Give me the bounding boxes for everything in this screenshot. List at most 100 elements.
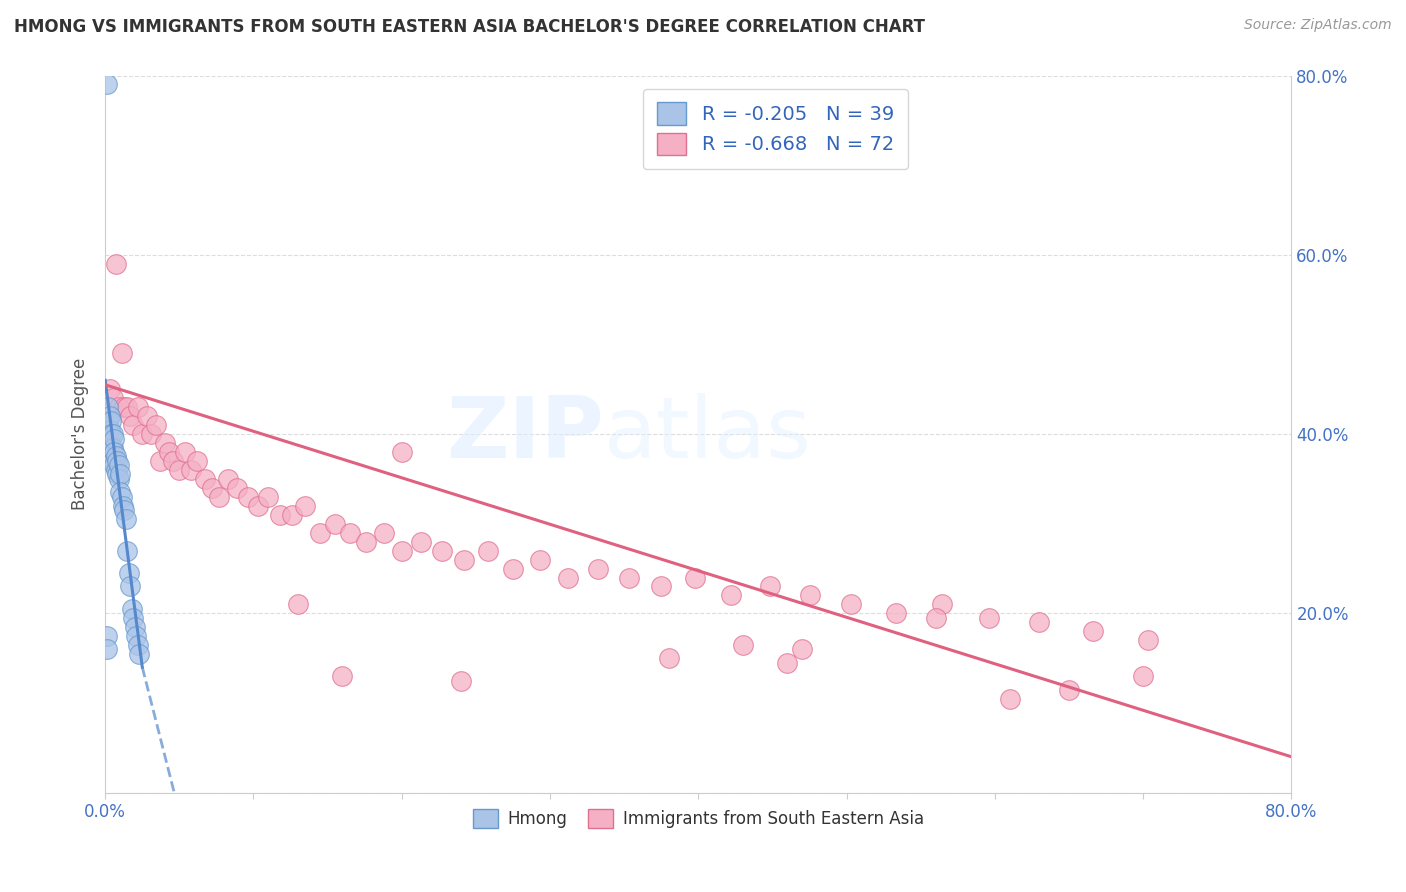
- Point: [193, 472, 215, 486]
- Point: [269, 508, 291, 522]
- Point: [103, 445, 125, 459]
- Point: [685, 570, 707, 584]
- Point: [430, 543, 453, 558]
- Point: [617, 570, 640, 584]
- Point: [103, 458, 125, 473]
- Point: [96, 629, 118, 643]
- Y-axis label: Bachelor's Degree: Bachelor's Degree: [72, 358, 89, 510]
- Point: [453, 552, 475, 566]
- Point: [103, 432, 125, 446]
- Point: [97, 432, 120, 446]
- Text: atlas: atlas: [603, 392, 811, 475]
- Point: [124, 620, 146, 634]
- Point: [332, 669, 354, 683]
- Point: [96, 78, 118, 92]
- Point: [108, 485, 131, 500]
- Point: [107, 472, 129, 486]
- Point: [105, 454, 128, 468]
- Point: [201, 481, 224, 495]
- Point: [246, 499, 269, 513]
- Point: [114, 503, 136, 517]
- Point: [127, 400, 149, 414]
- Point: [117, 543, 139, 558]
- Point: [101, 441, 124, 455]
- Point: [373, 525, 395, 540]
- Point: [98, 409, 121, 424]
- Point: [141, 427, 163, 442]
- Point: [586, 561, 609, 575]
- Point: [557, 570, 579, 584]
- Point: [122, 418, 145, 433]
- Point: [135, 409, 157, 424]
- Point: [98, 436, 121, 450]
- Point: [105, 467, 128, 482]
- Point: [97, 400, 120, 414]
- Point: [731, 638, 754, 652]
- Point: [111, 499, 134, 513]
- Point: [502, 561, 524, 575]
- Point: [127, 638, 149, 652]
- Point: [101, 391, 124, 405]
- Point: [931, 598, 953, 612]
- Point: [354, 534, 377, 549]
- Point: [100, 414, 122, 428]
- Point: [115, 512, 138, 526]
- Point: [153, 436, 176, 450]
- Point: [98, 382, 121, 396]
- Point: [758, 579, 780, 593]
- Point: [208, 490, 231, 504]
- Point: [104, 257, 127, 271]
- Point: [120, 579, 142, 593]
- Point: [117, 400, 139, 414]
- Point: [100, 427, 122, 442]
- Point: [97, 414, 120, 428]
- Point: [529, 552, 551, 566]
- Point: [174, 445, 197, 459]
- Point: [650, 579, 672, 593]
- Point: [309, 525, 332, 540]
- Point: [720, 589, 742, 603]
- Point: [1136, 633, 1159, 648]
- Point: [110, 346, 132, 360]
- Point: [391, 543, 413, 558]
- Point: [96, 642, 118, 657]
- Point: [131, 427, 153, 442]
- Point: [186, 454, 208, 468]
- Point: [125, 629, 148, 643]
- Point: [1081, 624, 1104, 639]
- Point: [180, 463, 202, 477]
- Point: [100, 441, 122, 455]
- Point: [792, 642, 814, 657]
- Point: [121, 602, 143, 616]
- Point: [128, 647, 150, 661]
- Point: [104, 450, 127, 464]
- Point: [107, 458, 129, 473]
- Text: Source: ZipAtlas.com: Source: ZipAtlas.com: [1244, 18, 1392, 32]
- Point: [226, 481, 249, 495]
- Legend: Hmong, Immigrants from South Eastern Asia: Hmong, Immigrants from South Eastern Asi…: [467, 802, 931, 835]
- Point: [884, 607, 907, 621]
- Point: [391, 445, 413, 459]
- Point: [118, 566, 141, 580]
- Point: [339, 525, 361, 540]
- Point: [98, 423, 121, 437]
- Point: [287, 598, 309, 612]
- Point: [108, 467, 131, 482]
- Point: [658, 651, 681, 665]
- Point: [149, 454, 172, 468]
- Point: [101, 427, 124, 442]
- Point: [157, 445, 180, 459]
- Point: [236, 490, 259, 504]
- Point: [998, 691, 1021, 706]
- Point: [122, 611, 145, 625]
- Point: [281, 508, 304, 522]
- Point: [1028, 615, 1050, 630]
- Point: [107, 400, 129, 414]
- Point: [101, 454, 124, 468]
- Point: [114, 400, 136, 414]
- Point: [162, 454, 184, 468]
- Point: [257, 490, 280, 504]
- Point: [169, 463, 191, 477]
- Point: [1057, 682, 1080, 697]
- Point: [217, 472, 239, 486]
